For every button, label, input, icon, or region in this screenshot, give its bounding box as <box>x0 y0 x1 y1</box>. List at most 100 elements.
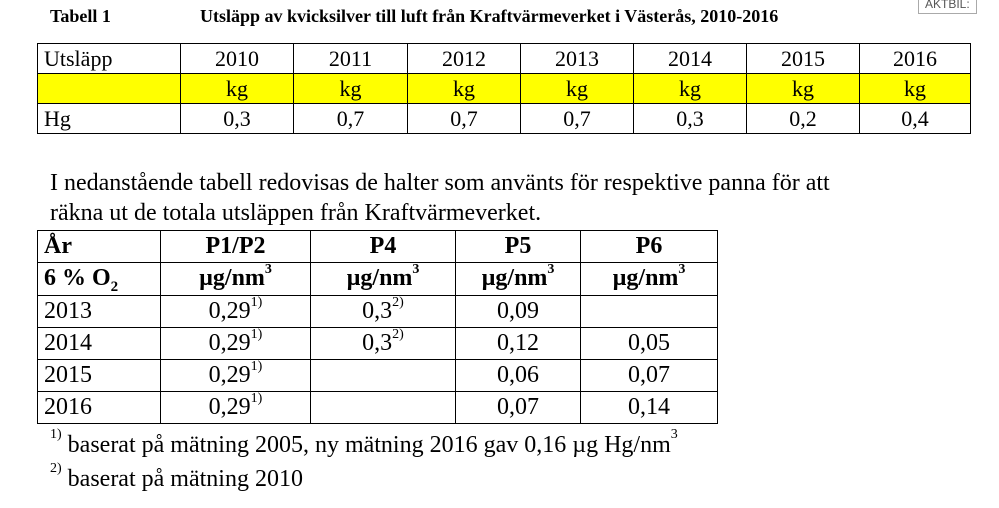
header-row: År P1/P2 P4 P5 P6 <box>37 230 718 263</box>
cell-text: 0,3 <box>362 297 393 324</box>
cell: 2014 <box>37 326 161 360</box>
footnotes: 1) baserat på mätning 2005, ny mätning 2… <box>50 428 678 496</box>
data-row: 2016 0,291) 0,07 0,14 <box>37 390 718 424</box>
superscript: 1) <box>250 359 263 374</box>
cell-text: 0,29 <box>208 329 251 356</box>
header-cell: 2011 <box>293 43 408 74</box>
footnote-mark: 2) <box>50 461 62 476</box>
cell-text: µg/nm <box>481 265 548 292</box>
footnote: 2) baserat på mätning 2010 <box>50 462 678 496</box>
cell-text: 0,05 <box>628 329 670 356</box>
header-cell: 2016 <box>859 43 971 74</box>
unit-cell: µg/nm3 <box>455 262 581 296</box>
cell-text: 0,07 <box>628 361 670 388</box>
cell: 0,09 <box>455 294 581 328</box>
cell: 0,4 <box>859 103 971 134</box>
unit-row: kg kg kg kg kg kg kg <box>37 73 971 104</box>
superscript: 3 <box>547 262 555 278</box>
table-label: Tabell 1 <box>50 6 111 26</box>
cell: 0,06 <box>455 358 581 392</box>
header-cell: Utsläpp <box>37 43 181 74</box>
unit-row: 6 % O2 µg/nm3 µg/nm3 µg/nm3 µg/nm3 <box>37 262 718 296</box>
cell-text: 0,29 <box>208 361 251 388</box>
emissions-table: Utsläpp 2010 2011 2012 2013 2014 2015 2016 kg kg k… <box>37 43 971 134</box>
superscript: 1) <box>250 391 263 406</box>
header-cell: 2015 <box>746 43 860 74</box>
cell-text: 6 % O <box>44 265 111 291</box>
cell: 0,7 <box>293 103 408 134</box>
cell <box>310 358 456 392</box>
header-cell: År <box>37 230 161 263</box>
unit-cell: µg/nm3 <box>580 262 718 296</box>
unit-cell: kg <box>180 73 294 104</box>
cell: 0,12 <box>455 326 581 360</box>
cell-text: µg/nm <box>346 265 413 292</box>
cell: 0,32) <box>310 326 456 360</box>
unit-cell: 6 % O2 <box>37 262 161 296</box>
cell: Hg <box>37 103 181 134</box>
unit-cell: kg <box>293 73 408 104</box>
superscript: 1) <box>250 295 263 310</box>
cell-text: 0,14 <box>628 393 670 420</box>
cell-text: 0,07 <box>497 393 539 420</box>
header-cell: 2010 <box>180 43 294 74</box>
stamp: AKTBIL: <box>918 0 977 14</box>
footnote-mark: 1) <box>50 427 62 442</box>
data-row: 2014 0,291) 0,32) 0,12 0,05 <box>37 326 718 360</box>
unit-cell: kg <box>859 73 971 104</box>
cell: 0,07 <box>455 390 581 424</box>
cell: 2013 <box>37 294 161 328</box>
table-title: Utsläpp av kvicksilver till luft från Kr… <box>200 6 779 26</box>
cell-text: 2016 <box>44 393 92 420</box>
header-cell: P6 <box>580 230 718 263</box>
footnote-text: baserat på mätning 2010 <box>67 466 303 492</box>
header-cell: 2013 <box>520 43 634 74</box>
cell-text: 0,29 <box>208 393 251 420</box>
cell: 2016 <box>37 390 161 424</box>
cell <box>580 294 718 328</box>
cell: 0,7 <box>407 103 521 134</box>
header-cell: P5 <box>455 230 581 263</box>
subscript: 2 <box>110 278 119 295</box>
data-row: 2013 0,291) 0,32) 0,09 <box>37 294 718 328</box>
superscript: 3 <box>670 427 678 442</box>
header-cell: P1/P2 <box>160 230 311 263</box>
unit-cell: µg/nm3 <box>310 262 456 296</box>
cell-text: 2014 <box>44 329 92 356</box>
superscript: 1) <box>250 327 263 342</box>
cell-text: 0,12 <box>497 329 539 356</box>
unit-cell: kg <box>407 73 521 104</box>
footnote-text: baserat på mätning 2005, ny mätning 2016… <box>67 432 671 458</box>
cell: 0,291) <box>160 326 311 360</box>
header-row: Utsläpp 2010 2011 2012 2013 2014 2015 2016 <box>37 43 971 74</box>
cell: 0,07 <box>580 358 718 392</box>
cell-text: 0,3 <box>362 329 393 356</box>
unit-cell: kg <box>520 73 634 104</box>
superscript: 3 <box>264 262 272 278</box>
cell-text: µg/nm <box>612 265 679 292</box>
cell: 0,291) <box>160 390 311 424</box>
cell: 0,291) <box>160 358 311 392</box>
cell: 0,32) <box>310 294 456 328</box>
data-row: Hg 0,3 0,7 0,7 0,7 0,3 0,2 0,4 <box>37 103 971 134</box>
concentration-table: År P1/P2 P4 P5 P6 6 % O2 µg/nm3 µg/nm3 µg/nm3 µg/… <box>37 230 718 424</box>
cell-text: 0,06 <box>497 361 539 388</box>
header-cell: 2012 <box>407 43 521 74</box>
unit-cell: µg/nm3 <box>160 262 311 296</box>
superscript: 3 <box>412 262 420 278</box>
superscript: 2) <box>392 327 404 342</box>
cell: 2015 <box>37 358 161 392</box>
cell-text: 0,09 <box>497 297 539 324</box>
unit-cell <box>37 73 181 104</box>
cell: 0,14 <box>580 390 718 424</box>
header-cell: 2014 <box>633 43 747 74</box>
cell: 0,291) <box>160 294 311 328</box>
unit-cell: kg <box>746 73 860 104</box>
header-cell: P4 <box>310 230 456 263</box>
cell: 0,3 <box>180 103 294 134</box>
cell-text: µg/nm <box>199 265 265 292</box>
cell-text: 2015 <box>44 361 92 388</box>
cell: 0,7 <box>520 103 634 134</box>
